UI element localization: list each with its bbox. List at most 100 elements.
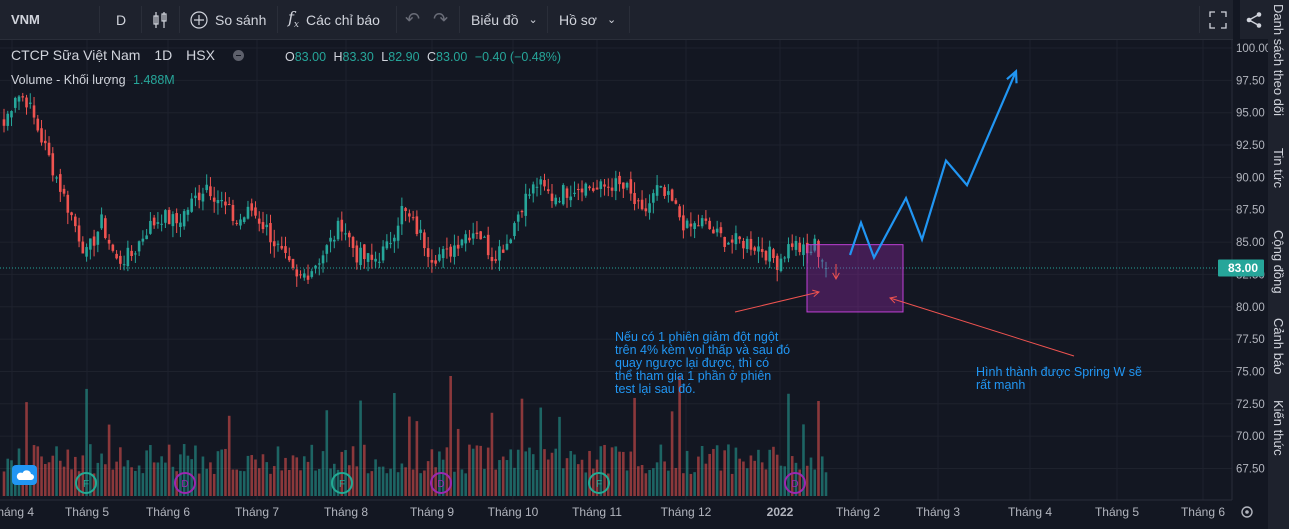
price-tick-label: 92.50 (1236, 140, 1265, 152)
cloud-icon[interactable] (12, 465, 37, 485)
candle-body (17, 96, 21, 102)
candle-body (554, 197, 558, 205)
volume-bar (652, 468, 655, 496)
price-chart[interactable]: F D F D F D 100.00 97.50 95.00 92.50 90.00 87.50 85… (0, 40, 1268, 529)
volume-bar (629, 451, 633, 496)
volume-bar (682, 473, 685, 496)
volume-bar (186, 455, 190, 496)
candle-body (715, 228, 719, 233)
event-badge (331, 472, 353, 494)
volume-bar (599, 446, 603, 496)
share-button[interactable] (1240, 0, 1268, 39)
high-label: H (333, 50, 343, 64)
candle-body (603, 184, 606, 187)
candle-body (595, 187, 599, 190)
legend-minimize-icon[interactable] (232, 50, 244, 61)
volume-bar (738, 458, 741, 496)
candle-body (344, 233, 347, 235)
volume-bar (321, 451, 325, 496)
interval-button[interactable]: D (116, 11, 127, 28)
candle-body (70, 212, 73, 216)
volume-bar (824, 472, 828, 496)
legend-symbol-name[interactable]: CTCP Sữa Việt Nam (11, 47, 141, 63)
volume-bar (411, 469, 415, 496)
volume-bar (66, 449, 70, 496)
candle-body (697, 225, 700, 227)
volume-bar (655, 462, 659, 496)
candle-body (727, 242, 730, 245)
candle-body (156, 222, 160, 224)
candle-body (618, 175, 621, 185)
candle-body (51, 153, 55, 176)
chart-type-dropdown[interactable]: Biểu đồ ⌄ (471, 0, 538, 39)
candle-body (817, 240, 820, 257)
volume-bar (588, 450, 591, 496)
volume-bar (6, 458, 10, 496)
volume-bar (81, 455, 85, 496)
volume-bar (768, 449, 771, 496)
volume-bar (269, 473, 272, 496)
candle-body (535, 186, 539, 188)
candle-body (663, 187, 666, 196)
volume-bar (351, 446, 355, 496)
volume-bar (209, 462, 212, 496)
toolbar-divider (179, 6, 180, 33)
candle-body (325, 245, 329, 254)
volume-bar (59, 460, 62, 496)
volume-bar (104, 464, 107, 496)
volume-bar (122, 466, 126, 496)
profile-dropdown[interactable]: Hồ sơ ⌄ (559, 0, 616, 39)
event-badge-label: F (339, 479, 345, 490)
candle-body (242, 217, 246, 223)
volume-bar (760, 462, 764, 496)
volume-bar (580, 459, 584, 496)
volume-bar (89, 444, 92, 496)
candle-body (160, 223, 163, 225)
event-badge (75, 472, 97, 494)
symbol-search-button[interactable]: VNM (11, 12, 40, 27)
event-badge-label: F (83, 479, 89, 490)
candle-body (802, 244, 805, 256)
volume-bar (194, 445, 197, 496)
volume-bar (531, 454, 535, 496)
candle-body (396, 225, 400, 241)
volume-bar (396, 472, 400, 496)
projection-arrowhead (1006, 68, 1018, 84)
compare-button[interactable]: So sánh (189, 0, 266, 39)
candle-body (479, 231, 482, 240)
candle-body (520, 210, 524, 213)
fullscreen-icon[interactable] (1209, 0, 1227, 39)
candle-body (629, 179, 633, 194)
candle-body (486, 234, 490, 256)
volume-bar (348, 465, 351, 496)
time-tick-label: Tháng 9 (410, 505, 454, 519)
volume-bar (805, 465, 809, 496)
candle-body (678, 206, 681, 218)
volume-bar (535, 469, 539, 496)
volume-bar (212, 473, 216, 496)
candle-body (445, 248, 449, 250)
volume-bar (62, 466, 66, 496)
candle-body (224, 201, 227, 206)
candle-body (32, 105, 36, 118)
toolbar-divider (277, 6, 278, 33)
redo-icon[interactable]: ↷ (433, 9, 449, 29)
indicators-button[interactable]: fx Các chỉ báo (288, 0, 380, 39)
volume-bar (363, 444, 366, 496)
volume-bar (314, 470, 317, 496)
volume-bar (591, 468, 595, 496)
volume-bar (70, 469, 73, 496)
candle-body (610, 187, 614, 191)
volume-bar (287, 469, 291, 496)
volume-bar (224, 448, 227, 496)
volume-bar (689, 473, 693, 496)
undo-icon[interactable]: ↶ (405, 9, 421, 29)
time-tick-label: Tháng 4 (1008, 505, 1052, 519)
price-tick-label: 80.00 (1236, 302, 1265, 314)
volume-bar (175, 471, 178, 496)
volume-bar (445, 447, 449, 496)
volume-bar (584, 472, 588, 496)
volume-bar (393, 393, 396, 496)
indicators-candles-icon[interactable] (152, 0, 168, 39)
